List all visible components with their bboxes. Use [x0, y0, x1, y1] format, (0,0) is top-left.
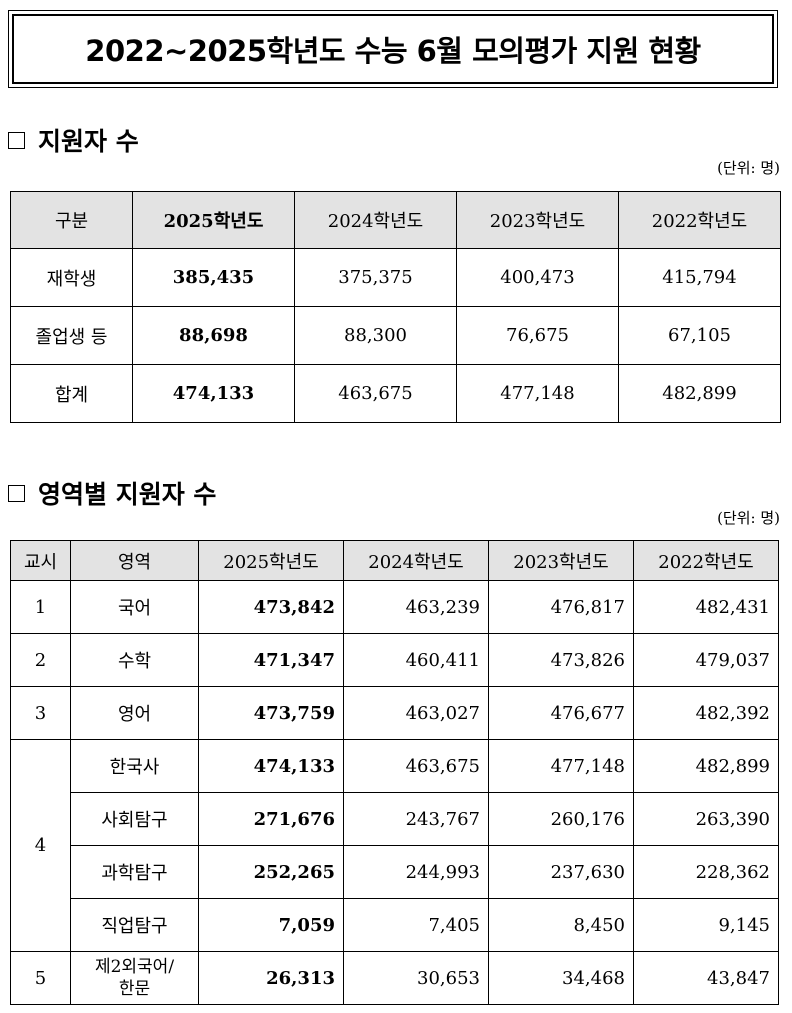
cell-value: 34,468	[488, 951, 634, 1005]
header-cell: 구분	[10, 191, 133, 249]
cell-value: 477,148	[488, 739, 634, 793]
cell-value: 76,675	[456, 306, 619, 365]
checkbox-square-icon	[8, 131, 25, 149]
header-cell: 2024학년도	[294, 191, 457, 249]
cell-value: 237,630	[488, 845, 634, 899]
area-applicants-table: 교시 영역 2025학년도 2024학년도 2023학년도 2022학년도 1 …	[10, 540, 779, 1005]
cell-value: 482,899	[618, 364, 781, 423]
cell-value: 474,133	[198, 739, 344, 793]
cell-value: 471,347	[198, 633, 344, 687]
cell-value: 67,105	[618, 306, 781, 365]
table-row: 2 수학 471,347 460,411 473,826 479,037	[10, 633, 779, 687]
cell-value: 482,899	[633, 739, 779, 793]
applicants-table: 구분 2025학년도 2024학년도 2023학년도 2022학년도 재학생 3…	[10, 191, 781, 423]
cell-value: 26,313	[198, 951, 344, 1005]
area-line: 제2외국어/	[94, 957, 175, 977]
section1-heading-text: 지원자 수	[38, 127, 139, 156]
cell-value: 463,675	[294, 364, 457, 423]
cell-value: 7,405	[343, 898, 489, 952]
area-cell: 한국사	[70, 739, 199, 793]
table-row: 합계 474,133 463,675 477,148 482,899	[10, 364, 781, 423]
cell-value: 482,392	[633, 686, 779, 740]
cell-value: 415,794	[618, 248, 781, 307]
row-label: 합계	[10, 364, 133, 423]
cell-value: 482,431	[633, 580, 779, 634]
period-cell: 4	[10, 739, 71, 952]
header-cell: 2023학년도	[488, 540, 634, 581]
cell-value: 252,265	[198, 845, 344, 899]
cell-value: 375,375	[294, 248, 457, 307]
section2-heading-text: 영역별 지원자 수	[38, 480, 217, 509]
row-label: 졸업생 등	[10, 306, 133, 365]
cell-value: 473,759	[198, 686, 344, 740]
header-cell: 2024학년도	[343, 540, 489, 581]
cell-value: 43,847	[633, 951, 779, 1005]
cell-value: 271,676	[198, 792, 344, 846]
page-title: 2022~2025학년도 수능 6월 모의평가 지원 현황	[85, 34, 701, 68]
cell-value: 228,362	[633, 845, 779, 899]
cell-value: 463,675	[343, 739, 489, 793]
cell-value: 30,653	[343, 951, 489, 1005]
period-cell: 3	[10, 686, 71, 740]
table-row: 1 국어 473,842 463,239 476,817 482,431	[10, 580, 779, 634]
cell-value: 9,145	[633, 898, 779, 952]
table-row: 재학생 385,435 375,375 400,473 415,794	[10, 248, 781, 307]
cell-value: 400,473	[456, 248, 619, 307]
header-cell: 2022학년도	[633, 540, 779, 581]
cell-value: 473,842	[198, 580, 344, 634]
section2-unit: (단위: 명)	[717, 509, 780, 527]
table-row: 5 제2외국어/ 한문 26,313 30,653 34,468 43,847	[10, 951, 779, 1005]
header-cell: 2022학년도	[618, 191, 781, 249]
table-row: 사회탐구 271,676 243,767 260,176 263,390	[11, 792, 779, 846]
cell-value: 474,133	[132, 364, 295, 423]
section1-unit: (단위: 명)	[717, 159, 780, 177]
area-cell: 제2외국어/ 한문	[70, 951, 199, 1005]
period-cell: 2	[10, 633, 71, 687]
table-row: 3 영어 473,759 463,027 476,677 482,392	[10, 686, 779, 740]
row-label: 재학생	[10, 248, 133, 307]
cell-value: 476,817	[488, 580, 634, 634]
header-cell: 2023학년도	[456, 191, 619, 249]
cell-value: 473,826	[488, 633, 634, 687]
table-header-row: 구분 2025학년도 2024학년도 2023학년도 2022학년도	[10, 191, 781, 249]
area-cell: 과학탐구	[70, 845, 199, 899]
period-cell: 5	[10, 951, 71, 1005]
area-line: 한문	[118, 979, 151, 999]
cell-value: 8,450	[488, 898, 634, 952]
cell-value: 88,698	[132, 306, 295, 365]
cell-value: 7,059	[198, 898, 344, 952]
area-cell: 직업탐구	[70, 898, 199, 952]
section2-heading: 영역별 지원자 수	[8, 475, 216, 511]
cell-value: 479,037	[633, 633, 779, 687]
cell-value: 460,411	[343, 633, 489, 687]
table-row: 직업탐구 7,059 7,405 8,450 9,145	[11, 898, 779, 952]
table-row: 과학탐구 252,265 244,993 237,630 228,362	[11, 845, 779, 899]
section1-heading: 지원자 수	[8, 122, 139, 158]
cell-value: 477,148	[456, 364, 619, 423]
header-cell: 영역	[70, 540, 199, 581]
cell-value: 243,767	[343, 792, 489, 846]
header-cell: 2025학년도	[198, 540, 344, 581]
checkbox-square-icon	[8, 484, 25, 502]
cell-value: 463,027	[343, 686, 489, 740]
cell-value: 476,677	[488, 686, 634, 740]
cell-value: 385,435	[132, 248, 295, 307]
cell-value: 263,390	[633, 792, 779, 846]
area-cell: 수학	[70, 633, 199, 687]
cell-value: 463,239	[343, 580, 489, 634]
cell-value: 88,300	[294, 306, 457, 365]
table-row: 4 한국사 474,133 463,675 477,148 482,899	[10, 739, 779, 952]
header-cell: 교시	[10, 540, 71, 581]
area-cell: 영어	[70, 686, 199, 740]
area-cell: 국어	[70, 580, 199, 634]
cell-value: 244,993	[343, 845, 489, 899]
period-cell: 1	[10, 580, 71, 634]
title-box: 2022~2025학년도 수능 6월 모의평가 지원 현황	[8, 10, 778, 88]
table-row: 졸업생 등 88,698 88,300 76,675 67,105	[10, 306, 781, 365]
table-header-row: 교시 영역 2025학년도 2024학년도 2023학년도 2022학년도	[10, 540, 779, 581]
header-cell: 2025학년도	[132, 191, 295, 249]
cell-value: 260,176	[488, 792, 634, 846]
title-inner: 2022~2025학년도 수능 6월 모의평가 지원 현황	[12, 14, 774, 84]
area-cell: 사회탐구	[70, 792, 199, 846]
